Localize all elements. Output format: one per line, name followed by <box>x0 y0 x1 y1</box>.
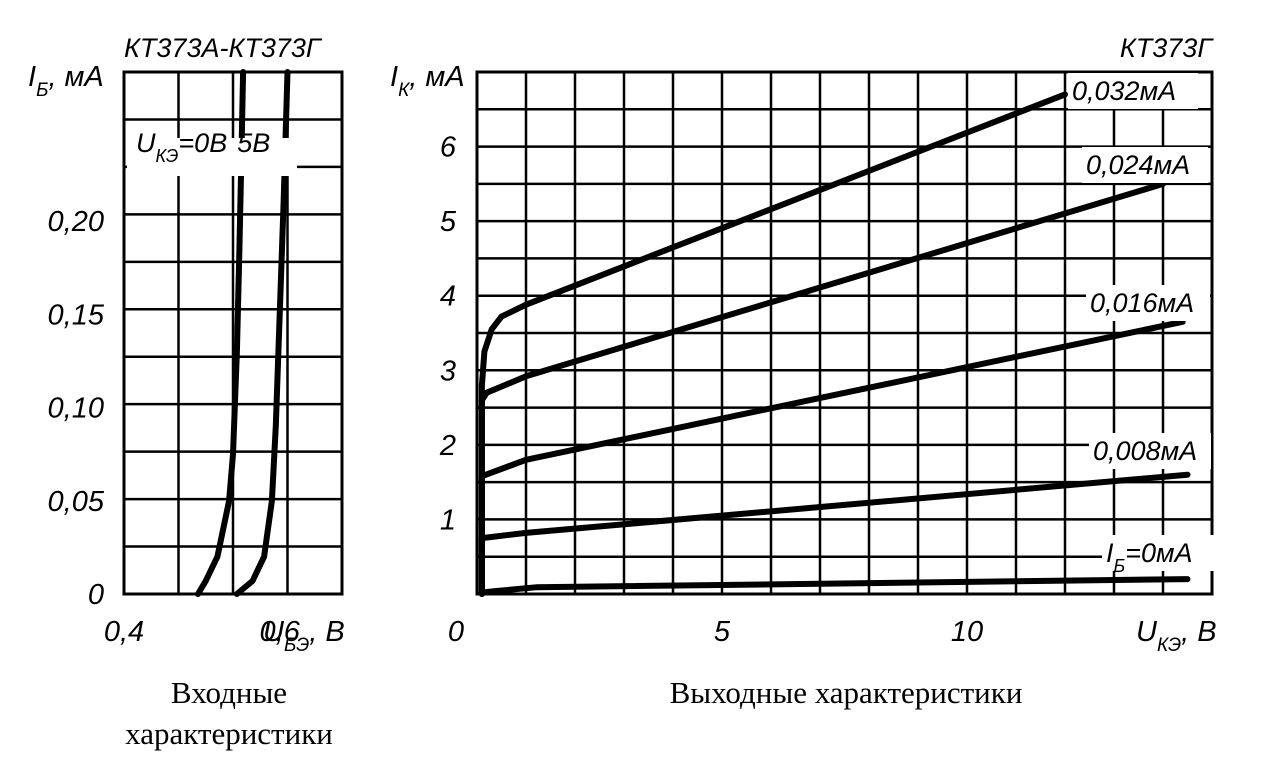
curve-label: IБ=0мА <box>1106 538 1193 576</box>
curve-label: 0,008мА <box>1093 436 1197 466</box>
output-chart-title: КТ373Г <box>1120 33 1214 63</box>
output-chart-x-axis-label: UКЭ, В <box>1136 616 1217 656</box>
curve-label-background <box>1102 535 1214 571</box>
y-tick-label: 0,10 <box>48 393 104 425</box>
plot-frame <box>475 70 1214 596</box>
output-curve <box>478 180 1166 597</box>
input-curve <box>195 69 247 597</box>
input-chart-curves <box>195 69 291 597</box>
input-chart-caption-line1: Входные <box>171 675 287 710</box>
plot-frame <box>122 70 344 596</box>
x-tick-label: 5 <box>714 616 731 648</box>
y-tick-label: 4 <box>440 281 456 313</box>
output-chart-caption: Выходные характеристики <box>670 675 1023 710</box>
input-curve-label-background <box>127 138 297 176</box>
curve-label: 0,016мА <box>1090 288 1194 318</box>
input-chart-title: КТ373А-КТ373Г <box>124 33 323 63</box>
x-tick-label: 0 <box>448 616 464 648</box>
curve-label-background <box>1089 433 1211 469</box>
output-curve <box>478 576 1191 596</box>
curve-label-background <box>1086 285 1210 321</box>
input-characteristics-chart: 0 0,05 0,10 0,15 0,20 0,4 0,6 КТ373А-КТ373Г IБ… <box>28 33 345 751</box>
y-tick-label: 0,05 <box>48 486 105 518</box>
output-chart-curves <box>478 91 1191 597</box>
curve-label: 0,024мА <box>1086 150 1190 180</box>
input-chart-tick-labels: 0 0,05 0,10 0,15 0,20 0,4 0,6 <box>48 206 301 648</box>
y-tick-label: 0 <box>88 579 104 611</box>
output-chart-y-axis-label: IК, мА <box>390 61 465 101</box>
y-tick-label: 5 <box>440 206 457 238</box>
y-tick-label: 1 <box>440 504 456 536</box>
y-tick-label: 0,20 <box>48 206 104 238</box>
x-tick-label: 10 <box>951 616 983 648</box>
output-curve <box>478 91 1068 597</box>
output-curve <box>478 318 1186 597</box>
y-tick-label: 6 <box>440 132 457 164</box>
input-curve <box>233 69 291 597</box>
y-tick-label: 2 <box>439 430 456 462</box>
x-tick-label: 0,4 <box>104 616 144 648</box>
curve-label: 0,032мА <box>1072 76 1176 106</box>
input-chart-y-axis-label: IБ, мА <box>28 61 104 101</box>
curve-label-background <box>1082 147 1208 183</box>
y-tick-label: 3 <box>440 355 456 387</box>
x-tick-label: 0,6 <box>260 616 301 648</box>
output-characteristics-chart: 1 2 3 4 5 6 0 5 10 0,032мА 0,024мА 0,016мА 0,008мА I… <box>390 33 1217 710</box>
curve-label-background <box>1068 73 1198 109</box>
input-curve-label: UКЭ=0В 5В <box>136 128 270 166</box>
input-chart-x-axis-label: UБЭ, В <box>263 616 345 656</box>
output-chart-tick-labels: 1 2 3 4 5 6 0 5 10 <box>439 132 983 648</box>
output-chart-curve-labels: 0,032мА 0,024мА 0,016мА 0,008мА IБ=0мА <box>1068 73 1214 576</box>
output-curve <box>478 471 1191 597</box>
input-chart-caption-line2: характеристики <box>125 716 333 751</box>
y-tick-label: 0,15 <box>48 299 105 331</box>
